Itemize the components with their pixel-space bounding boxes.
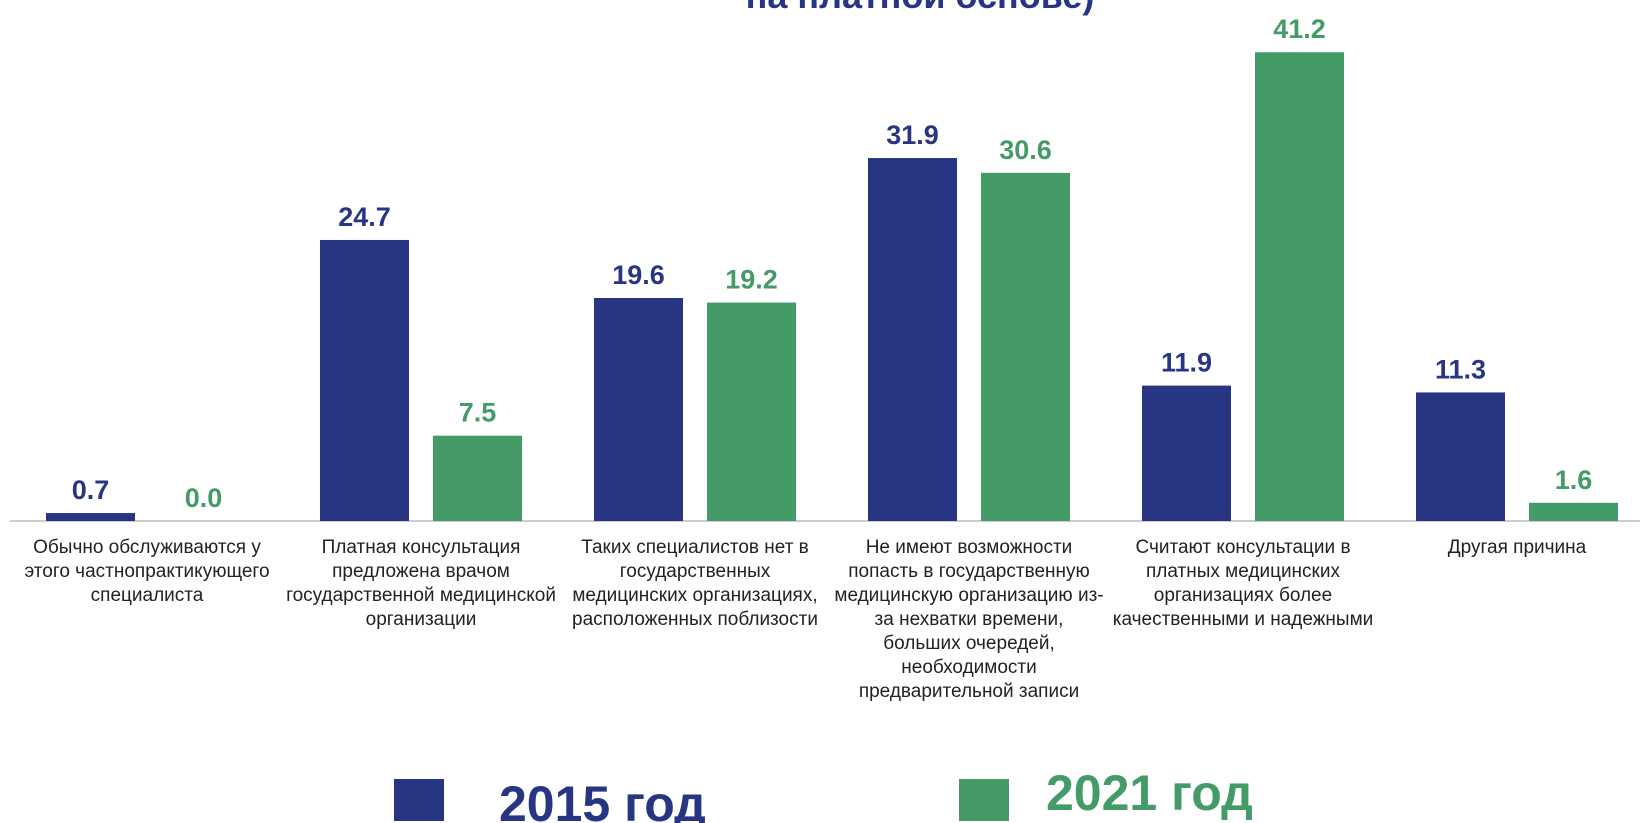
legend-swatch — [394, 779, 444, 821]
value-label: 7.5 — [459, 398, 497, 428]
bar — [1255, 52, 1344, 521]
bar — [594, 297, 683, 521]
bar — [1529, 502, 1618, 521]
bar — [1142, 385, 1231, 521]
value-label: 1.6 — [1555, 465, 1593, 495]
bar — [707, 302, 796, 521]
value-label: 31.9 — [886, 120, 939, 150]
legend-label: 2015 год — [499, 776, 706, 823]
x-tick-label: Обычно обслуживаются у этого частнопракт… — [24, 537, 270, 606]
legend-label: 2021 год — [1046, 765, 1253, 821]
bar — [981, 172, 1070, 521]
bar — [46, 513, 135, 521]
bar — [1416, 392, 1505, 521]
x-tick-label: Другая причина — [1447, 537, 1587, 558]
value-label: 19.6 — [612, 260, 665, 290]
value-label: 11.3 — [1435, 354, 1486, 384]
legend-swatch — [959, 779, 1009, 821]
value-label: 24.7 — [338, 202, 391, 232]
value-label: 11.9 — [1161, 348, 1212, 378]
value-label: 19.2 — [725, 265, 778, 295]
chart-title: на платной основе) — [746, 0, 1095, 16]
value-label: 0.7 — [72, 475, 110, 505]
value-label: 0.0 — [185, 483, 223, 513]
value-label: 30.6 — [999, 135, 1052, 165]
bar — [433, 435, 522, 521]
bar — [320, 239, 409, 522]
bar — [868, 158, 957, 521]
x-tick-label: Платная консультация предложена врачом г… — [286, 537, 556, 630]
x-tick-label: Не имеют возможности попасть в государст… — [834, 537, 1104, 702]
value-label: 41.2 — [1273, 14, 1326, 44]
x-tick-label: Считают консультации в платных медицинск… — [1112, 537, 1374, 630]
x-tick-label: Таких специалистов нет в государственных… — [572, 537, 818, 630]
